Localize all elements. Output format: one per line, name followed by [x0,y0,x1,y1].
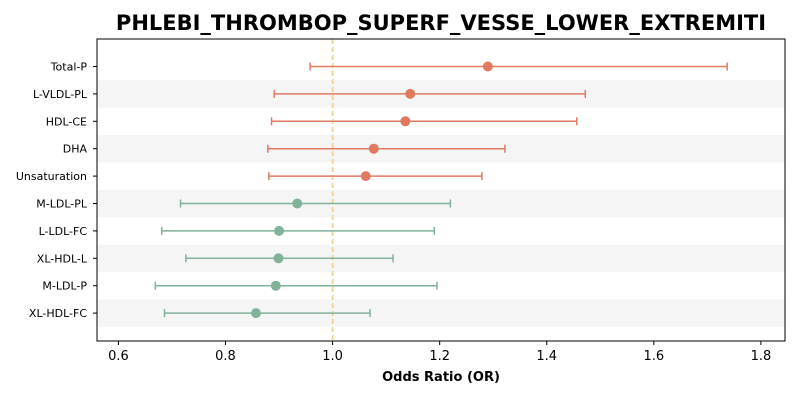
y-tick-label: M-LDL-P [42,280,87,293]
or-point [251,308,262,319]
y-tick-label: Unsaturation [16,170,87,183]
y-tick-label: XL-HDL-L [37,252,88,265]
y-tick-label: L-VLDL-PL [33,88,88,101]
plot-frame [96,38,786,342]
y-axis-ticks: Total-P L-VLDL-PL HDL-CE DHA Unsaturation M-L… [16,61,97,320]
or-point [360,171,371,182]
x-tick-label: 0.8 [215,349,236,364]
y-tick-label: L-LDL-FC [39,225,88,238]
x-tick-label: 1.8 [751,349,772,364]
or-point [292,198,303,209]
or-point [482,61,493,72]
x-axis-label: Odds Ratio (OR) [382,370,500,385]
y-tick-label: M-LDL-PL [36,198,88,211]
data-rows-group [154,61,728,319]
y-tick-label: Total-P [50,61,88,74]
or-point [270,280,281,291]
x-tick-label: 1.4 [536,349,557,364]
y-tick-label: DHA [63,143,88,156]
or-point [405,88,416,99]
x-tick-label: 1.2 [429,349,450,364]
x-axis-ticks: 0.6 0.8 1.0 1.2 1.4 1.6 1.8 [108,341,771,364]
y-tick-label: XL-HDL-FC [29,307,87,320]
chart-title: PHLEBI_THROMBOP_SUPERF_VESSE_LOWER_EXTRE… [116,11,766,35]
or-point [368,143,379,154]
or-point [274,225,285,236]
or-point [400,116,411,127]
x-tick-label: 1.0 [322,349,343,364]
x-tick-label: 1.6 [643,349,664,364]
or-point [273,253,284,264]
y-tick-label: HDL-CE [46,115,87,128]
x-tick-label: 0.6 [108,349,129,364]
